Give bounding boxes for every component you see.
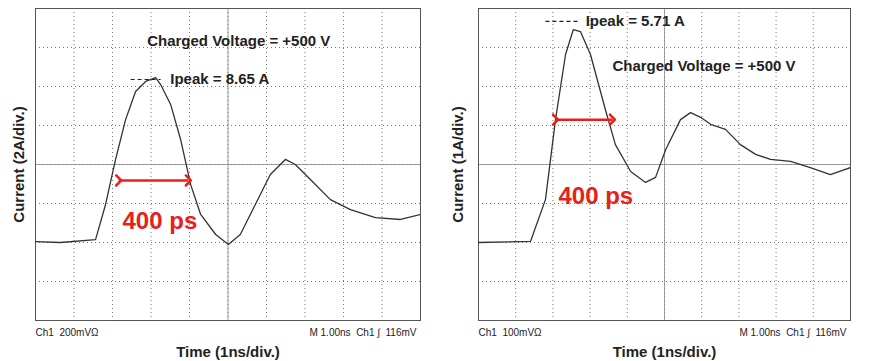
svg-text:400 ps: 400 ps	[123, 207, 198, 234]
svg-text:Current (2A/div.): Current (2A/div.)	[10, 106, 27, 222]
svg-text:Ipeak = 5.71 A: Ipeak = 5.71 A	[586, 12, 685, 29]
svg-text:Ch1 100mVΩ: Ch1 100mVΩ	[479, 327, 543, 338]
svg-text:Time (1ns/div.): Time (1ns/div.)	[613, 343, 717, 360]
svg-text:Ch1 200mVΩ: Ch1 200mVΩ	[36, 327, 100, 338]
svg-text:Charged Voltage = +500 V: Charged Voltage = +500 V	[612, 57, 795, 74]
svg-text:Charged Voltage = +500 V: Charged Voltage = +500 V	[147, 32, 330, 49]
svg-text:M 1.00ns Ch1 ∫ 116mV: M 1.00ns Ch1 ∫ 116mV	[309, 327, 416, 338]
svg-text:400 ps: 400 ps	[558, 182, 633, 209]
svg-text:Ipeak = 8.65 A: Ipeak = 8.65 A	[170, 70, 269, 87]
svg-text:M 1.00ns Ch1 ∫ 116mV: M 1.00ns Ch1 ∫ 116mV	[739, 327, 846, 338]
svg-text:Time (1ns/div.): Time (1ns/div.)	[176, 343, 280, 360]
svg-text:Current (1A/div.): Current (1A/div.)	[449, 106, 466, 222]
